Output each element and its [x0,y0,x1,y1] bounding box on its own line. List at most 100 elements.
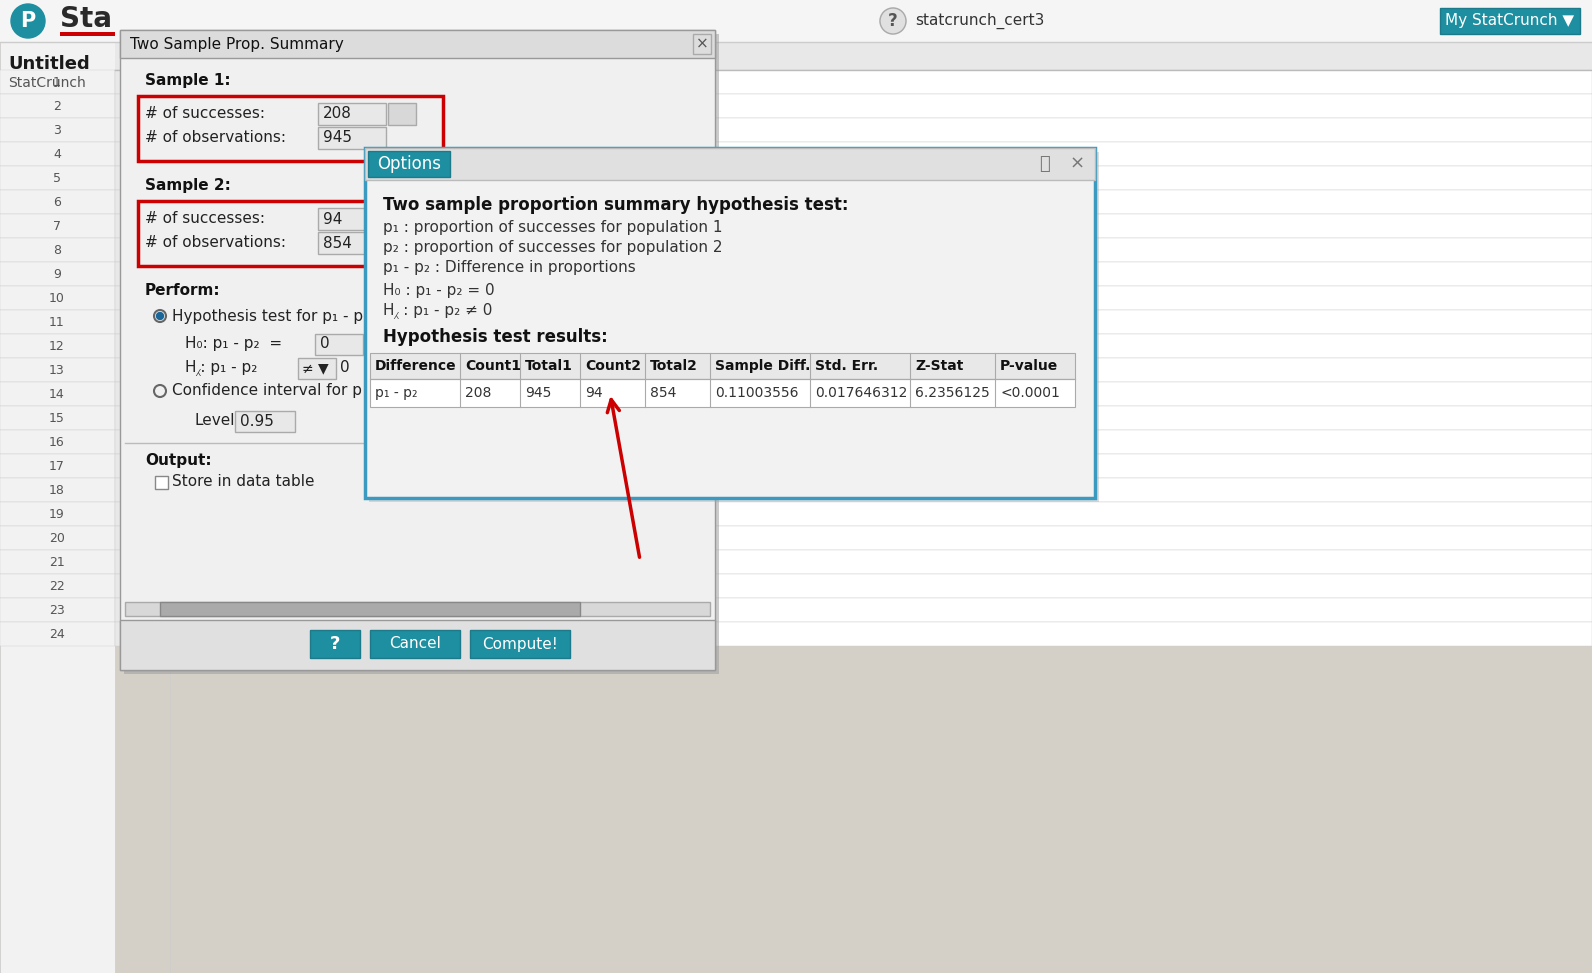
Text: 17: 17 [49,459,65,473]
Text: 13: 13 [49,364,65,377]
Text: 1: 1 [135,76,143,89]
Bar [0,550,115,574]
Bar [154,476,169,489]
Bar [170,94,1592,118]
Text: Output:: Output: [145,453,212,468]
Text: # of successes:: # of successes: [145,106,264,121]
Text: 5: 5 [135,171,143,185]
Bar [161,602,579,616]
Bar [1441,8,1579,34]
Bar [115,286,170,310]
Bar [115,598,170,622]
Text: Perform:: Perform: [145,283,221,298]
Text: 12: 12 [49,340,65,352]
Bar [693,34,712,54]
Text: 0.11003556: 0.11003556 [715,386,799,400]
Bar [0,454,115,478]
Bar [0,310,115,334]
Circle shape [11,4,45,38]
Bar [170,622,1592,646]
Text: 8: 8 [135,243,143,257]
Text: 17: 17 [132,459,148,473]
Bar [170,550,1592,574]
Text: ×: × [1070,155,1084,173]
Text: 0.017646312: 0.017646312 [815,386,907,400]
Bar [170,118,1592,142]
Bar [236,411,295,432]
Bar [318,232,385,254]
Bar [119,30,715,670]
Text: 7: 7 [135,220,143,233]
Text: <0.0001: <0.0001 [1000,386,1060,400]
Text: 854: 854 [323,235,352,250]
Bar [115,262,170,286]
Bar [170,382,1592,406]
Text: 4: 4 [53,148,60,161]
Bar [170,214,1592,238]
Text: p₁ - p₂: p₁ - p₂ [376,386,417,400]
Bar [0,94,115,118]
Bar [0,502,115,526]
Text: 945: 945 [323,130,352,146]
Text: var: var [194,49,217,63]
Text: 14: 14 [49,387,65,401]
Text: 20: 20 [132,531,148,545]
Text: 12: 12 [132,340,148,352]
Bar [115,406,170,430]
Text: p₁ : proportion of successes for population 1: p₁ : proportion of successes for populat… [384,220,723,235]
Text: 20: 20 [49,531,65,545]
Text: H₀: p₁ - p₂  =: H₀: p₁ - p₂ = [185,336,282,351]
Text: 1: 1 [53,76,60,89]
Text: Sample Diff.: Sample Diff. [715,359,810,373]
Text: p₁ - p₂ : Difference in proportions: p₁ - p₂ : Difference in proportions [384,260,635,275]
Text: 94: 94 [323,211,342,227]
Text: 15: 15 [49,412,65,424]
Text: My StatCrunch ▼: My StatCrunch ▼ [1446,14,1574,28]
Text: Compute!: Compute! [482,636,557,652]
Text: 6: 6 [135,196,143,208]
Text: H₀ : p₁ - p₂ = 0: H₀ : p₁ - p₂ = 0 [384,283,495,298]
Bar [115,42,170,70]
Bar [170,478,1592,502]
Text: 0: 0 [320,337,330,351]
Bar [0,478,115,502]
Text: 24: 24 [132,628,148,640]
Bar [0,358,115,382]
Circle shape [156,312,164,319]
Text: Row: Row [126,49,154,63]
Text: 15: 15 [132,412,148,424]
Bar [368,151,451,177]
Bar [126,602,710,616]
Text: H⁁ : p₁ - p₂ ≠ 0: H⁁ : p₁ - p₂ ≠ 0 [384,303,492,319]
Bar [115,238,170,262]
Bar [170,70,240,94]
Text: 6.2356125: 6.2356125 [915,386,990,400]
Text: 11: 11 [132,315,148,329]
Text: 4: 4 [135,148,143,161]
Text: 24: 24 [49,628,65,640]
Bar [115,118,170,142]
Text: 18: 18 [132,484,148,496]
Text: StatCrunch: StatCrunch [8,76,86,90]
Bar [170,430,1592,454]
Text: 2: 2 [135,99,143,113]
Bar [369,353,1075,379]
Bar [0,42,115,973]
Text: 9: 9 [53,268,60,280]
Text: P-value: P-value [1000,359,1059,373]
Text: 14: 14 [132,387,148,401]
Bar [0,286,115,310]
Text: 21: 21 [132,556,148,568]
Text: 19: 19 [49,508,65,521]
Text: 7: 7 [53,220,60,233]
Bar [115,190,170,214]
Text: 208: 208 [323,106,352,122]
Text: H⁁: p₁ - p₂: H⁁: p₁ - p₂ [185,360,258,376]
Bar [115,334,170,358]
Text: ⤢: ⤢ [1040,155,1051,173]
Bar [369,152,1098,502]
Bar [115,42,1592,70]
Text: ≠ ▼: ≠ ▼ [302,361,328,375]
Text: 19: 19 [132,508,148,521]
Bar [115,430,170,454]
